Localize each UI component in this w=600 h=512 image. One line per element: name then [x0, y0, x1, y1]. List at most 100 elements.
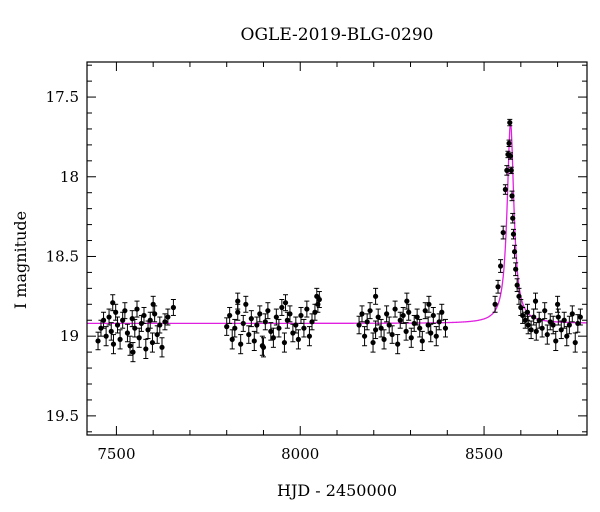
data-point: [384, 305, 390, 323]
data-marker: [361, 333, 368, 339]
data-point: [282, 294, 289, 312]
data-marker: [114, 322, 121, 328]
data-point: [577, 308, 583, 326]
data-marker: [430, 312, 436, 319]
data-point: [392, 300, 398, 318]
data-marker: [419, 338, 425, 344]
data-point: [159, 337, 165, 358]
data-point: [129, 310, 135, 328]
data-point: [433, 326, 439, 347]
data-point: [430, 306, 436, 324]
data-point: [508, 166, 514, 175]
data-marker: [397, 317, 403, 323]
data-marker: [149, 339, 156, 346]
data-marker: [248, 316, 254, 322]
data-marker: [528, 327, 534, 333]
data-marker: [98, 325, 104, 331]
data-point: [442, 318, 449, 338]
data-point: [528, 320, 534, 340]
data-point: [542, 302, 548, 320]
data-marker: [141, 312, 147, 319]
data-point: [246, 325, 252, 344]
data-marker: [532, 298, 539, 304]
data-marker: [262, 319, 268, 325]
data-point: [165, 308, 171, 326]
y-tick-label: 19.5: [46, 407, 79, 425]
data-marker: [240, 320, 246, 327]
data-marker: [417, 325, 423, 331]
data-point: [276, 318, 282, 338]
data-marker: [533, 328, 539, 334]
y-tick-label: 17.5: [46, 88, 79, 106]
data-marker: [268, 328, 274, 334]
x-tick-label: 7500: [97, 445, 135, 463]
data-marker: [150, 301, 156, 307]
data-point: [553, 330, 559, 352]
data-point: [513, 262, 519, 277]
data-point: [251, 330, 257, 352]
data-marker: [356, 322, 362, 328]
data-point: [108, 322, 114, 341]
data-point: [117, 329, 123, 350]
data-marker: [513, 266, 519, 272]
data-point: [364, 313, 370, 331]
data-marker: [293, 322, 299, 328]
model-curve: [87, 122, 588, 325]
data-point: [389, 325, 395, 344]
data-point: [309, 313, 315, 331]
data-marker: [510, 231, 517, 237]
data-marker: [539, 325, 545, 331]
data-point: [143, 338, 149, 359]
data-marker: [281, 339, 288, 346]
data-marker: [577, 314, 583, 320]
data-marker: [426, 301, 432, 307]
model-layer: [87, 122, 588, 325]
data-point: [356, 315, 362, 335]
data-marker: [227, 312, 233, 319]
x-tick-label: 8000: [281, 445, 319, 463]
data-point: [492, 295, 498, 313]
data-marker: [564, 333, 570, 339]
data-point: [293, 316, 299, 334]
data-point: [555, 308, 561, 326]
data-marker: [136, 335, 142, 341]
data-point: [157, 316, 163, 334]
data-marker: [100, 317, 107, 323]
data-point: [124, 323, 131, 343]
data-marker: [520, 312, 526, 319]
data-points-layer: [95, 118, 583, 363]
tick-labels: 7500 8000 8500 17.5 18 18.5 19 19.5: [46, 88, 504, 463]
data-point: [257, 305, 263, 323]
data-marker: [364, 319, 370, 325]
data-marker: [406, 309, 412, 315]
data-point: [419, 330, 425, 352]
data-marker: [392, 306, 398, 312]
data-point: [539, 318, 545, 338]
data-point: [426, 295, 432, 313]
data-point: [127, 335, 133, 356]
data-marker: [270, 335, 276, 341]
data-point: [495, 279, 501, 294]
data-point: [110, 294, 116, 312]
data-marker: [536, 317, 542, 323]
data-marker: [509, 193, 515, 199]
data-point: [122, 302, 128, 320]
data-marker: [306, 333, 313, 339]
data-point: [298, 306, 304, 324]
data-point: [268, 322, 274, 341]
data-point: [95, 331, 101, 351]
data-marker: [287, 311, 293, 317]
data-point: [498, 259, 504, 273]
data-marker: [367, 308, 373, 314]
data-point: [533, 322, 539, 341]
data-point: [262, 313, 268, 331]
data-marker: [495, 284, 501, 290]
data-marker: [224, 324, 230, 330]
data-point: [150, 295, 156, 313]
data-marker: [301, 325, 307, 331]
data-point: [507, 118, 513, 127]
data-marker: [110, 300, 116, 306]
data-marker: [117, 336, 123, 342]
data-marker: [404, 298, 410, 304]
